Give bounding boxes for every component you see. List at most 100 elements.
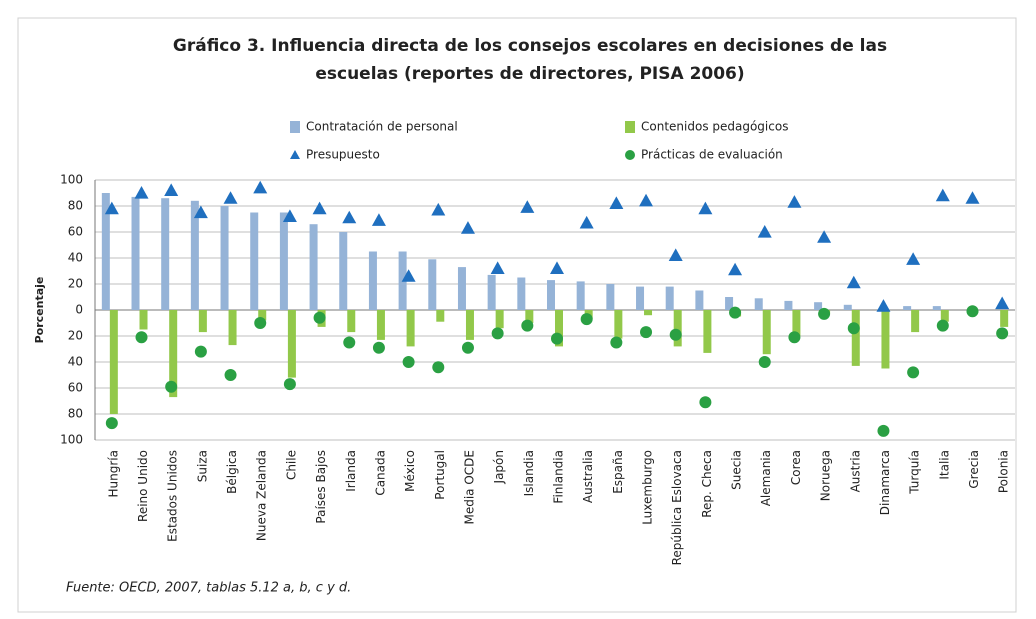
legend-label: Contenidos pedagógicos	[641, 120, 788, 134]
bar	[665, 286, 674, 310]
triangle-marker	[668, 248, 683, 261]
bar	[228, 310, 237, 346]
bar	[495, 310, 504, 329]
circle-marker	[402, 356, 415, 368]
circle-marker	[580, 313, 593, 326]
bar	[131, 196, 140, 310]
x-tick-label: Corea	[789, 450, 803, 485]
x-tick-label: Rep. Checa	[700, 450, 714, 518]
chart-title: Gráfico 3. Influencia directa de los con…	[173, 36, 887, 56]
circle-marker	[521, 319, 534, 332]
triangle-marker	[253, 180, 268, 194]
bar	[487, 274, 496, 310]
circle-marker	[818, 307, 831, 320]
bar	[258, 310, 267, 321]
triangle-marker	[728, 262, 743, 276]
circle-marker	[966, 305, 979, 318]
triangle-marker	[431, 202, 446, 216]
x-tick-label: Dinamarca	[878, 450, 892, 515]
bar	[903, 306, 912, 310]
triangle-marker	[965, 191, 980, 204]
bar	[109, 310, 118, 414]
bar	[339, 232, 348, 310]
triangle-marker	[579, 215, 594, 229]
y-tick-label: 100	[60, 433, 83, 447]
triangle-marker	[876, 299, 891, 312]
circle-marker	[491, 327, 504, 340]
y-tick-label: 100	[60, 173, 83, 187]
bar	[881, 310, 890, 369]
bar	[762, 310, 771, 355]
circle-marker	[669, 328, 682, 341]
x-tick-label: Polonia	[997, 450, 1011, 493]
x-tick-label: República Eslovaca	[670, 450, 684, 565]
bar	[814, 302, 823, 310]
triangle-marker	[817, 230, 832, 243]
triangle-marker	[757, 225, 772, 238]
y-tick-label: 80	[68, 407, 83, 421]
circle-marker	[877, 424, 890, 437]
x-tick-label: México	[403, 450, 417, 492]
bar	[614, 310, 623, 339]
circle-marker	[461, 341, 474, 354]
bar	[673, 310, 682, 347]
bar	[525, 310, 534, 323]
x-tick-label: Nueva Zelanda	[255, 450, 269, 541]
circle-marker	[105, 417, 118, 430]
x-tick-label: Irlanda	[344, 450, 358, 492]
chart-frame	[17, 17, 1017, 613]
bar	[576, 281, 585, 310]
circle-marker	[432, 361, 445, 374]
x-tick-label: Suiza	[195, 450, 209, 482]
x-tick-label: Alemania	[759, 450, 773, 506]
triangle-marker	[846, 275, 861, 289]
bar	[250, 212, 259, 310]
circle-marker	[254, 317, 267, 329]
triangle-marker	[609, 196, 624, 209]
bar	[465, 310, 474, 340]
y-tick-label: 20	[68, 277, 83, 291]
bar	[636, 286, 645, 310]
triangle-marker	[935, 188, 950, 202]
triangle-marker	[520, 200, 535, 213]
y-axis-label: Porcentaje	[33, 277, 46, 344]
circle-marker	[343, 336, 356, 349]
bar	[347, 310, 356, 333]
bar	[754, 298, 763, 310]
y-tick-label: 60	[68, 225, 83, 239]
x-tick-label: Austria	[848, 450, 862, 492]
bar	[190, 200, 199, 310]
triangle-marker	[371, 213, 386, 226]
y-tick-label: 60	[68, 381, 83, 395]
bar	[1000, 310, 1009, 327]
bar	[376, 310, 385, 340]
bar	[911, 310, 920, 333]
bar	[851, 310, 860, 366]
bar	[843, 304, 852, 310]
x-tick-label: España	[611, 450, 625, 494]
bar	[940, 310, 949, 322]
triangle-marker	[104, 201, 119, 215]
x-tick-label: Estados Unidos	[166, 450, 180, 542]
x-tick-label: Finlandia	[552, 450, 566, 504]
bar	[368, 251, 377, 310]
bar	[101, 193, 110, 310]
x-tick-label: Suecia	[730, 450, 744, 490]
bar	[436, 310, 445, 322]
x-tick-label: Japón	[492, 450, 506, 484]
x-tick-label: Islandia	[522, 450, 536, 496]
triangle-marker	[995, 296, 1010, 310]
circle-marker	[729, 306, 742, 319]
bar	[555, 310, 563, 347]
circle-marker	[996, 327, 1009, 340]
circle-marker	[313, 311, 326, 324]
y-tick-label: 40	[68, 355, 83, 369]
x-tick-label: Reino Unido	[136, 450, 150, 522]
triangle-marker	[164, 183, 179, 196]
bar	[703, 310, 712, 353]
legend-label: Prácticas de evaluación	[641, 148, 783, 162]
bar	[932, 306, 941, 310]
circle-marker	[224, 369, 237, 381]
circle-marker	[551, 332, 563, 345]
